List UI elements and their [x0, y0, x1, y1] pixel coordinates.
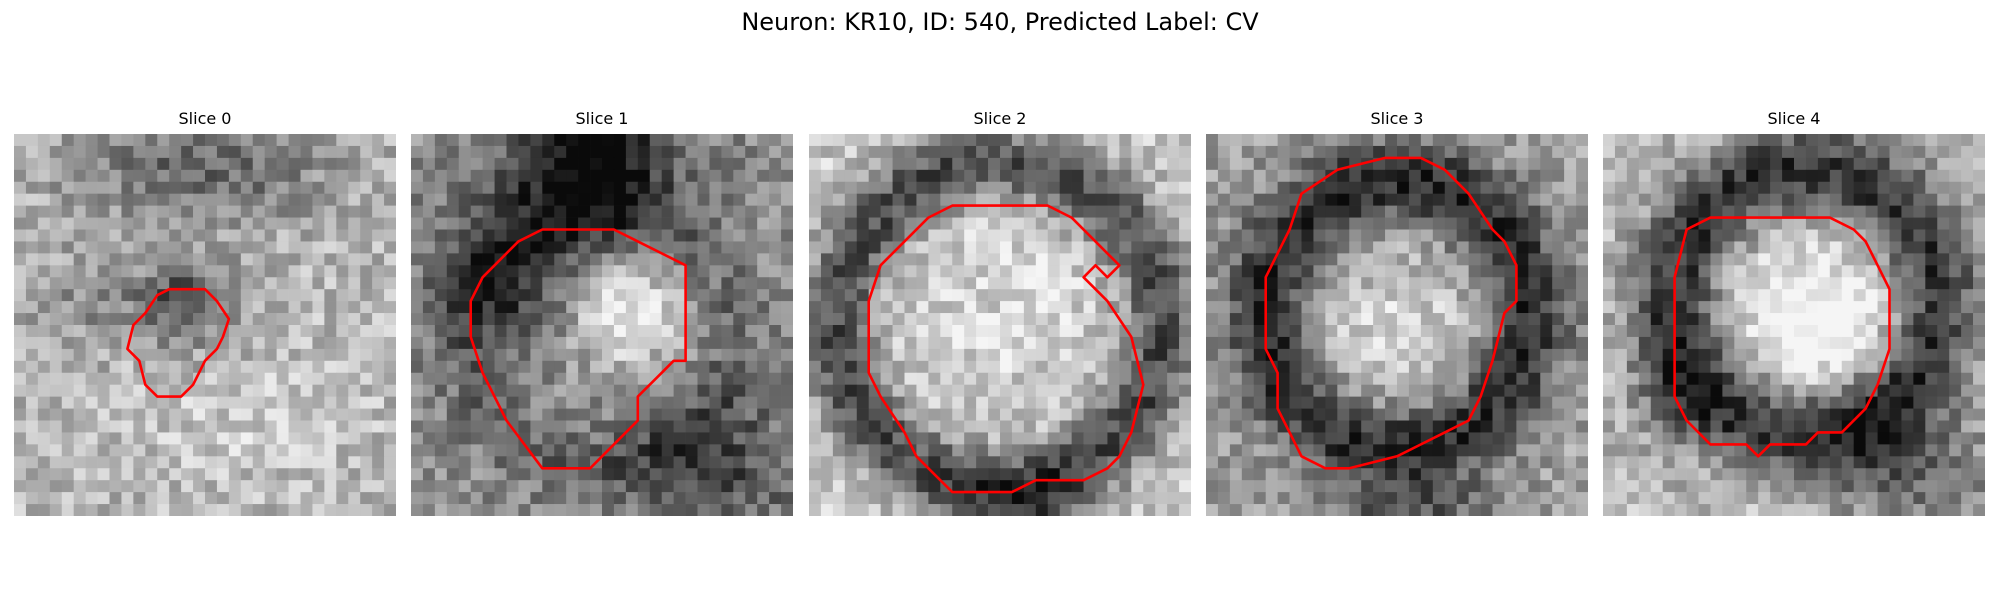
slice-image-4: [1603, 134, 1985, 516]
segmentation-outline-0: [126, 287, 231, 398]
slice-panel-0: Slice 0: [14, 108, 396, 518]
slice-image-2: [809, 134, 1191, 516]
slice-image-0: [14, 134, 396, 516]
slice-image-3: [1206, 134, 1588, 516]
slice-image-1: [411, 134, 793, 516]
slice-title-1: Slice 1: [575, 109, 629, 128]
figure-title: Neuron: KR10, ID: 540, Predicted Label: …: [741, 8, 1259, 36]
slice-panel-3: Slice 3: [1206, 108, 1588, 518]
segmentation-outline-1: [469, 228, 687, 470]
slice-panel-1: Slice 1: [411, 108, 793, 518]
segmentation-outline-2: [867, 204, 1145, 494]
segmentation-outline-3: [1264, 156, 1518, 470]
segmentation-outline-4: [1673, 216, 1891, 458]
slice-title-2: Slice 2: [973, 109, 1027, 128]
slice-title-3: Slice 3: [1370, 109, 1424, 128]
slice-title-4: Slice 4: [1767, 109, 1821, 128]
slice-title-0: Slice 0: [178, 109, 232, 128]
slice-panel-2: Slice 2: [809, 108, 1191, 518]
slice-panel-4: Slice 4: [1603, 108, 1985, 518]
